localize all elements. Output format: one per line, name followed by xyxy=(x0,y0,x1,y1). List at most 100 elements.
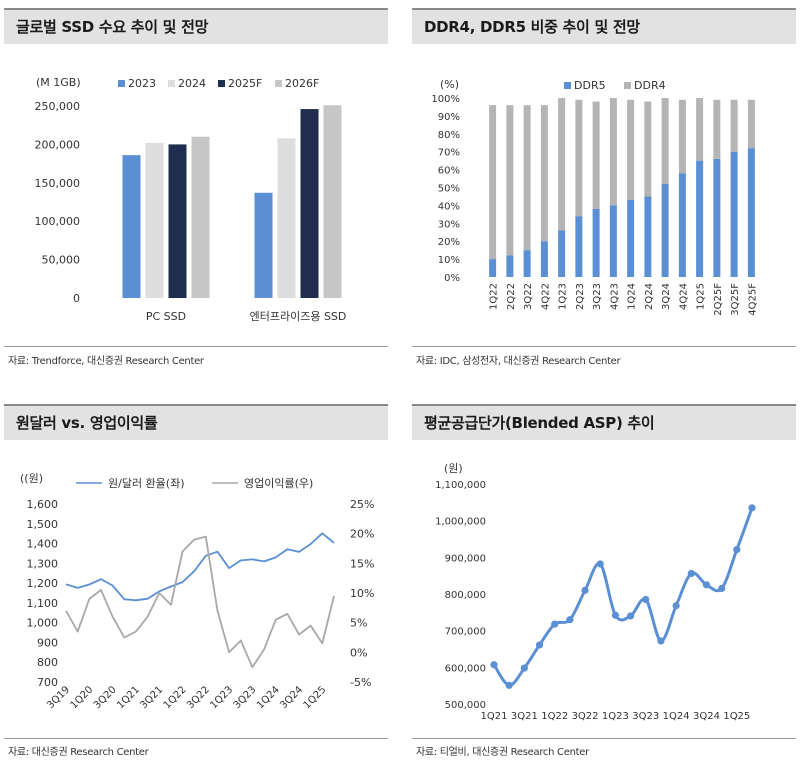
asp-data-point xyxy=(581,586,589,594)
asp-ytick-label: 900,000 xyxy=(445,553,486,564)
ssd-bar xyxy=(300,109,319,299)
ddr-bar-segment xyxy=(489,105,497,260)
ssd-bar xyxy=(168,144,187,298)
ssd-ytick-label: 100,000 xyxy=(35,215,81,228)
asp-xtick-label: 1Q25 xyxy=(723,711,750,722)
ddr-xtick-label: 3Q22 xyxy=(523,283,534,310)
asp-ytick-label: 700,000 xyxy=(445,627,486,638)
ddr-bar-segment xyxy=(575,99,583,217)
ddr-legend-label: DDR5 xyxy=(574,79,606,92)
ssd-ytick-label: 50,000 xyxy=(42,254,81,267)
fx-xtick-label: 1Q21 xyxy=(115,684,142,711)
ddr-xtick-label: 1Q24 xyxy=(627,283,638,310)
asp-data-point xyxy=(672,602,680,610)
fx-ytick-right-label: 0% xyxy=(350,646,367,659)
fx-ytick-left-label: 800 xyxy=(37,656,58,669)
ddr-xtick-label: 1Q23 xyxy=(558,283,569,310)
asp-ytick-label: 500,000 xyxy=(445,700,486,711)
ddr-title: DDR4, DDR5 비중 추이 및 전망 xyxy=(424,18,640,36)
fx-ytick-left-label: 1,300 xyxy=(27,557,59,570)
ddr-bar-segment xyxy=(730,99,738,152)
fx-ytick-left-label: 1,100 xyxy=(27,597,59,610)
ddr-xtick-label: 2Q24 xyxy=(644,283,655,310)
asp-data-point xyxy=(718,584,726,593)
asp-xtick-label: 1Q21 xyxy=(481,711,508,722)
fx-ytick-left-label: 1,600 xyxy=(27,498,59,511)
ddr-legend-label: DDR4 xyxy=(634,79,666,92)
ssd-ytick-label: 0 xyxy=(73,292,80,305)
asp-data-point xyxy=(520,664,528,672)
ddr-bar-segment xyxy=(627,99,635,201)
ssd-unit-label: (M 1GB) xyxy=(36,76,81,89)
fx-panel: 원달러 vs. 영업이익률 ((원) 700 800 900 1,000 1,100 1,2… xyxy=(4,404,388,759)
fx-source-divider xyxy=(4,738,388,739)
ddr-bar-segment xyxy=(747,99,755,149)
asp-chart: (원) 500,000 600,000 700,000 800,000 900,000 1,… xyxy=(435,462,756,722)
asp-data-point xyxy=(687,569,695,578)
ddr-xtick-label: 3Q24 xyxy=(661,283,672,310)
ddr-ytick-label: 0% xyxy=(444,273,460,284)
ddr-bar-segment xyxy=(730,151,738,277)
asp-source: 자료: 티얼비, 대신증권 Research Center xyxy=(416,747,589,758)
asp-ytick-label: 800,000 xyxy=(445,590,486,601)
fx-xtick-label: 3Q23 xyxy=(232,684,259,711)
ssd-legend-label: 2024 xyxy=(178,77,206,90)
ddr-ytick-label: 60% xyxy=(438,166,460,177)
ssd-chart: (M 1GB) 0 50,000 100,000 150,000 200,000 250,0… xyxy=(35,76,347,323)
ddr-bar-segment xyxy=(558,98,566,231)
asp-title: 평균공급단가(Blended ASP) 추이 xyxy=(424,414,655,432)
ddr-bar-segment xyxy=(592,208,600,277)
fx-ytick-left-label: 700 xyxy=(37,676,58,689)
asp-data-point xyxy=(611,611,620,619)
fx-legend-label: 원/달러 환율(좌) xyxy=(108,477,185,490)
ddr-bar-segment xyxy=(713,158,721,277)
fx-xtick-label: 3Q22 xyxy=(185,684,212,711)
ddr-bar-segment xyxy=(506,255,514,277)
asp-xtick-label: 1Q22 xyxy=(541,711,568,722)
fx-unit-label: ((원) xyxy=(20,472,43,485)
asp-data-point xyxy=(626,612,635,620)
ssd-bar xyxy=(145,142,164,298)
ddr-panel: DDR4, DDR5 비중 추이 및 전망 (%) 0% 10% 20% 30% 40% 5… xyxy=(412,8,796,378)
fx-ytick-left-label: 1,200 xyxy=(27,577,59,590)
ddr-xtick-label: 4Q22 xyxy=(540,283,551,310)
ddr-bar-segment xyxy=(489,259,497,277)
asp-data-point xyxy=(657,637,665,645)
ddr-bar-segment xyxy=(609,205,617,277)
ssd-title: 글로벌 SSD 수요 추이 및 전망 xyxy=(16,18,209,36)
asp-xtick-label: 1Q23 xyxy=(602,711,629,722)
ddr-bar-segment xyxy=(627,200,635,277)
asp-data-point xyxy=(566,616,574,624)
ddr-bar-segment xyxy=(540,105,548,242)
ddr-source-divider xyxy=(412,346,796,347)
ddr-ytick-label: 80% xyxy=(438,130,460,141)
ddr-bar-segment xyxy=(575,216,583,277)
asp-data-point xyxy=(642,595,650,604)
ssd-bar xyxy=(122,155,141,298)
asp-data-point xyxy=(748,504,756,512)
fx-header: 원달러 vs. 영업이익률 xyxy=(4,404,388,440)
ddr-ytick-label: 50% xyxy=(438,184,460,195)
fx-series-line xyxy=(65,535,335,669)
ddr-ytick-label: 10% xyxy=(438,255,460,266)
asp-xtick-label: 3Q21 xyxy=(511,711,538,722)
fx-series-line xyxy=(65,532,335,602)
ssd-source: 자료: Trendforce, 대신증권 Research Center xyxy=(8,356,204,367)
ddr-ytick-label: 100% xyxy=(431,94,460,105)
asp-source-divider xyxy=(412,738,796,739)
ssd-ytick-label: 250,000 xyxy=(35,100,81,113)
fx-ytick-right-label: -5% xyxy=(350,676,371,689)
fx-xtick-label: 1Q25 xyxy=(302,684,329,711)
fx-ytick-left-label: 1,500 xyxy=(27,518,59,531)
ddr-legend-swatch xyxy=(564,82,571,89)
ddr-source: 자료: IDC, 삼성전자, 대신증권 Research Center xyxy=(416,356,621,367)
ssd-bar xyxy=(277,138,296,298)
fx-ytick-right-label: 5% xyxy=(350,617,367,630)
ddr-xtick-label: 2Q25F xyxy=(713,283,724,316)
asp-xtick-label: 1Q24 xyxy=(663,711,690,722)
ddr-xtick-label: 1Q22 xyxy=(489,283,500,310)
fx-xtick-label: 1Q22 xyxy=(162,684,189,711)
asp-ytick-label: 1,100,000 xyxy=(435,480,486,491)
asp-header: 평균공급단가(Blended ASP) 추이 xyxy=(412,404,796,440)
asp-ytick-label: 1,000,000 xyxy=(435,517,486,528)
